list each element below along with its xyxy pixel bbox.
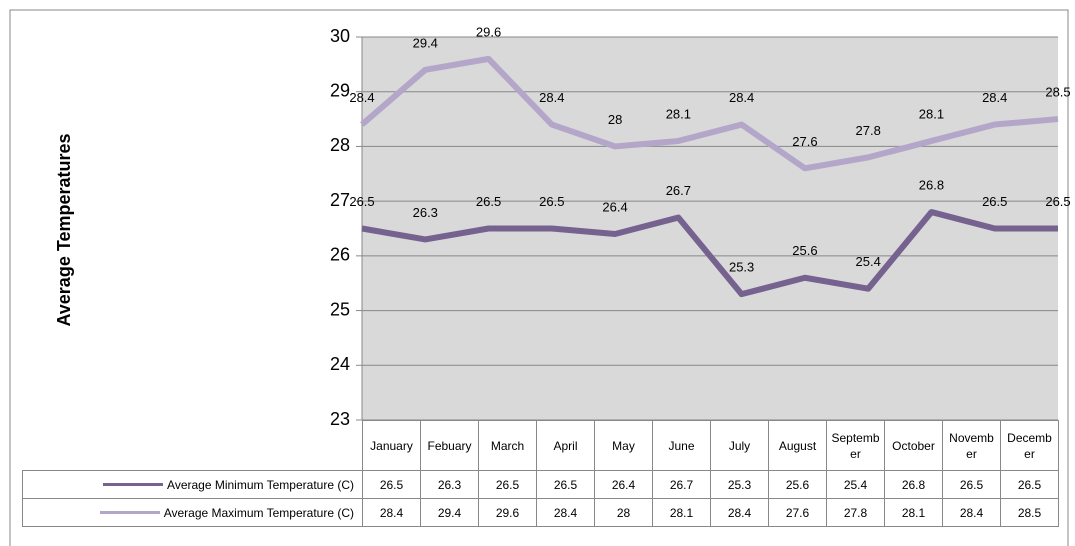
table-cell: June: [652, 420, 711, 471]
table-cell: July: [710, 420, 769, 471]
data-label: 28.1: [919, 106, 944, 121]
y-axis-label: Average Temperatures: [54, 133, 74, 326]
table-cell: 26.7: [652, 470, 711, 499]
data-label: 25.6: [792, 243, 817, 258]
table-cell: March: [478, 420, 537, 471]
table-cell: 26.5: [362, 470, 421, 499]
data-label: 26.5: [982, 194, 1007, 209]
table-cell: 27.8: [826, 498, 885, 527]
data-label: 28.4: [729, 90, 754, 105]
table-cell: August: [768, 420, 827, 471]
legend-swatch: [99, 511, 160, 514]
data-label: 26.7: [666, 183, 691, 198]
chart-frame: [9, 9, 1069, 546]
data-label: 26.3: [413, 205, 438, 220]
legend-swatch: [103, 483, 164, 486]
table-cell: 29.6: [478, 498, 537, 527]
table-cell: 25.6: [768, 470, 827, 499]
table-cell: 28.4: [942, 498, 1001, 527]
table-cell: Average Minimum Temperature (C): [22, 470, 363, 499]
y-tick-label: 25: [330, 299, 350, 319]
data-label: 25.4: [856, 254, 881, 269]
table-cell: 28.1: [884, 498, 943, 527]
table-cell: 25.3: [710, 470, 769, 499]
data-label: 28.4: [539, 90, 564, 105]
table-cell: 26.4: [594, 470, 653, 499]
table-cell: 28.4: [710, 498, 769, 527]
data-label: 28.5: [1045, 85, 1070, 100]
y-tick-label: 27: [330, 190, 350, 210]
table-cell: 26.8: [884, 470, 943, 499]
data-label: 25.3: [729, 260, 754, 275]
data-label: 26.8: [919, 178, 944, 193]
data-label: 28.4: [982, 90, 1007, 105]
table-cell: Febuary: [420, 420, 479, 471]
table-cell: 26.3: [420, 470, 479, 499]
table-cell: 26.5: [942, 470, 1001, 499]
y-tick-label: 28: [330, 135, 350, 155]
table-cell: April: [536, 420, 595, 471]
table-cell: December: [1000, 420, 1059, 471]
table-cell: 28.5: [1000, 498, 1059, 527]
data-label: 27.6: [792, 134, 817, 149]
data-label: 29.4: [413, 35, 438, 50]
series-line: [361, 209, 1058, 298]
table-cell: 26.5: [1000, 470, 1059, 499]
table-cell: 26.5: [478, 470, 537, 499]
table-cell: October: [884, 420, 943, 471]
table-cell: 29.4: [420, 498, 479, 527]
table-cell: January: [362, 420, 421, 471]
y-tick-label: 29: [330, 80, 350, 100]
table-cell: 28.4: [362, 498, 421, 527]
table-cell: November: [942, 420, 1001, 471]
y-tick-label: 26: [330, 245, 350, 265]
data-label: 29.6: [476, 24, 501, 39]
table-cell: September: [826, 420, 885, 471]
data-label: 28.1: [666, 106, 691, 121]
plot-area: [362, 37, 1058, 420]
table-cell: Average Maximum Temperature (C): [22, 498, 363, 527]
data-label: 26.5: [476, 194, 501, 209]
table-cell: 27.6: [768, 498, 827, 527]
data-label: 28: [608, 112, 622, 127]
data-label: 27.8: [856, 123, 881, 138]
series-line: [360, 55, 1059, 172]
data-label: 26.5: [539, 194, 564, 209]
legend-label: Average Minimum Temperature (C): [167, 477, 354, 492]
data-label: 28.4: [349, 90, 374, 105]
table-cell: 28.1: [652, 498, 711, 527]
data-label: 26.4: [602, 199, 627, 214]
table-cell: 25.4: [826, 470, 885, 499]
table-cell: 26.5: [536, 470, 595, 499]
table-cell: May: [594, 420, 653, 471]
data-label: 26.5: [1045, 194, 1070, 209]
y-tick-label: 30: [330, 26, 350, 46]
table-cell: 28.4: [536, 498, 595, 527]
y-tick-label: 23: [330, 409, 350, 429]
table-cell: 28: [594, 498, 653, 527]
legend-label: Average Maximum Temperature (C): [163, 505, 354, 520]
y-tick-label: 24: [330, 354, 350, 374]
data-label: 26.5: [349, 194, 374, 209]
